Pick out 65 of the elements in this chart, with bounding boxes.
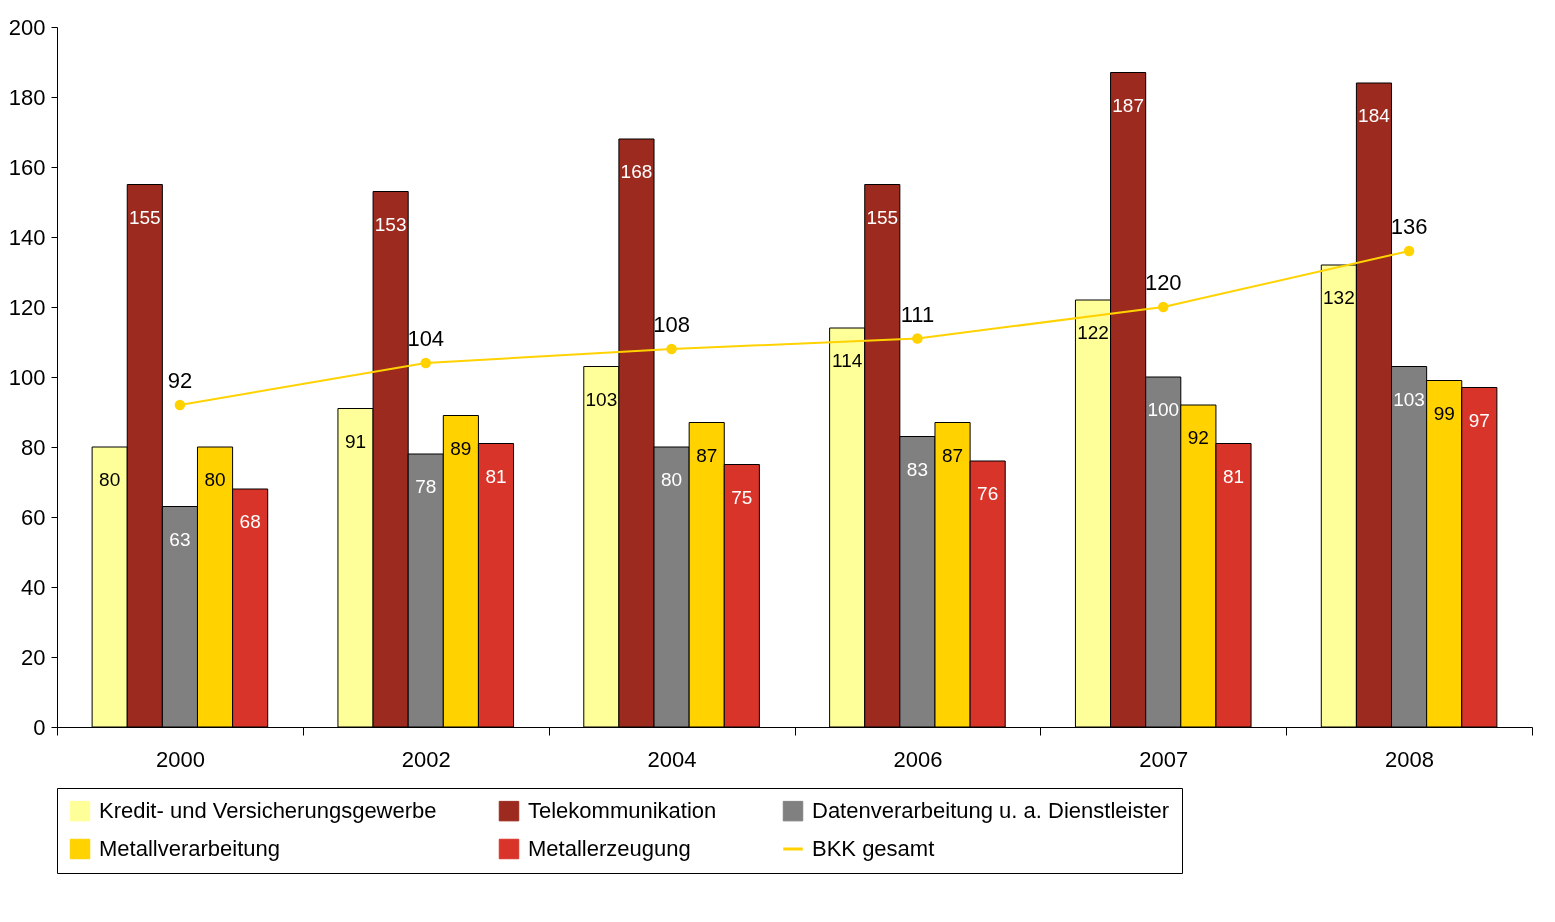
y-tick-label: 160: [8, 154, 46, 180]
data-label: 91: [344, 430, 367, 452]
data-label: 155: [128, 206, 161, 228]
y-tick-label: 40: [21, 574, 46, 600]
legend-label: Metallverarbeitung: [99, 836, 280, 861]
legend-label: Telekommunikation: [528, 798, 717, 824]
data-label: 168: [620, 161, 653, 182]
point: [666, 343, 677, 355]
point: [420, 357, 431, 369]
y-tick-label: 100: [8, 364, 46, 390]
data-label: 136: [1390, 214, 1428, 239]
data-label: 103: [1393, 388, 1425, 410]
data-label: 104: [407, 326, 445, 351]
data-label: 92: [1187, 427, 1209, 448]
data-label: 108: [653, 312, 690, 337]
data-label: 76: [977, 483, 999, 504]
data-label: 80: [204, 469, 226, 490]
y-tick-label: 140: [8, 224, 46, 250]
data-label: 99: [1433, 402, 1455, 424]
y-tick-label: 60: [21, 504, 46, 530]
data-label: 92: [167, 368, 193, 393]
data-label: 80: [99, 469, 121, 490]
point: [174, 399, 186, 411]
data-label: 68: [239, 511, 261, 532]
x-tick-label: 2002: [401, 746, 451, 772]
legend-label: Datenverarbeitung u. a. Dienstleister: [812, 798, 1170, 824]
data-label: 75: [731, 486, 753, 508]
data-label: 122: [1077, 322, 1109, 343]
data-label: 97: [1468, 409, 1490, 431]
data-label: 103: [585, 388, 618, 410]
data-label: 153: [374, 213, 407, 235]
data-label: 78: [415, 476, 437, 497]
legend-label: Metallerzeugung: [528, 836, 691, 861]
legend-label: BKK gesamt: [812, 836, 935, 861]
point: [1403, 245, 1415, 257]
data-label: 111: [900, 301, 935, 327]
x-tick-label: 2006: [893, 746, 943, 772]
data-label: 120: [1144, 270, 1182, 295]
data-label: 132: [1322, 287, 1355, 308]
data-label: 63: [169, 528, 191, 550]
data-label: 81: [485, 465, 507, 487]
data-label: 81: [1222, 465, 1245, 487]
x-tick-label: 2004: [647, 746, 697, 772]
data-label: 87: [696, 444, 718, 466]
x-tick-label: 2007: [1139, 746, 1189, 772]
y-tick-label: 80: [21, 434, 46, 460]
legend-label: Kredit- und Versicherungsgewerbe: [99, 798, 437, 824]
y-tick-label: 180: [8, 84, 46, 110]
x-tick-label: 2000: [155, 746, 205, 772]
point: [912, 333, 923, 344]
y-tick-label: 120: [8, 294, 46, 320]
data-label: 89: [450, 437, 472, 459]
y-tick-label: 200: [8, 14, 46, 40]
data-label: 184: [1358, 105, 1391, 126]
data-label: 187: [1112, 94, 1144, 116]
point: [1158, 301, 1169, 313]
data-label: 83: [906, 458, 928, 480]
y-tick-label: 20: [21, 644, 46, 670]
x-tick-label: 2008: [1385, 746, 1435, 772]
data-label: 80: [661, 469, 683, 490]
y-tick-label: 0: [33, 714, 46, 740]
data-label: 155: [866, 206, 899, 228]
data-label: 114: [832, 350, 863, 371]
data-label: 100: [1147, 399, 1180, 420]
data-label: 87: [941, 444, 964, 466]
